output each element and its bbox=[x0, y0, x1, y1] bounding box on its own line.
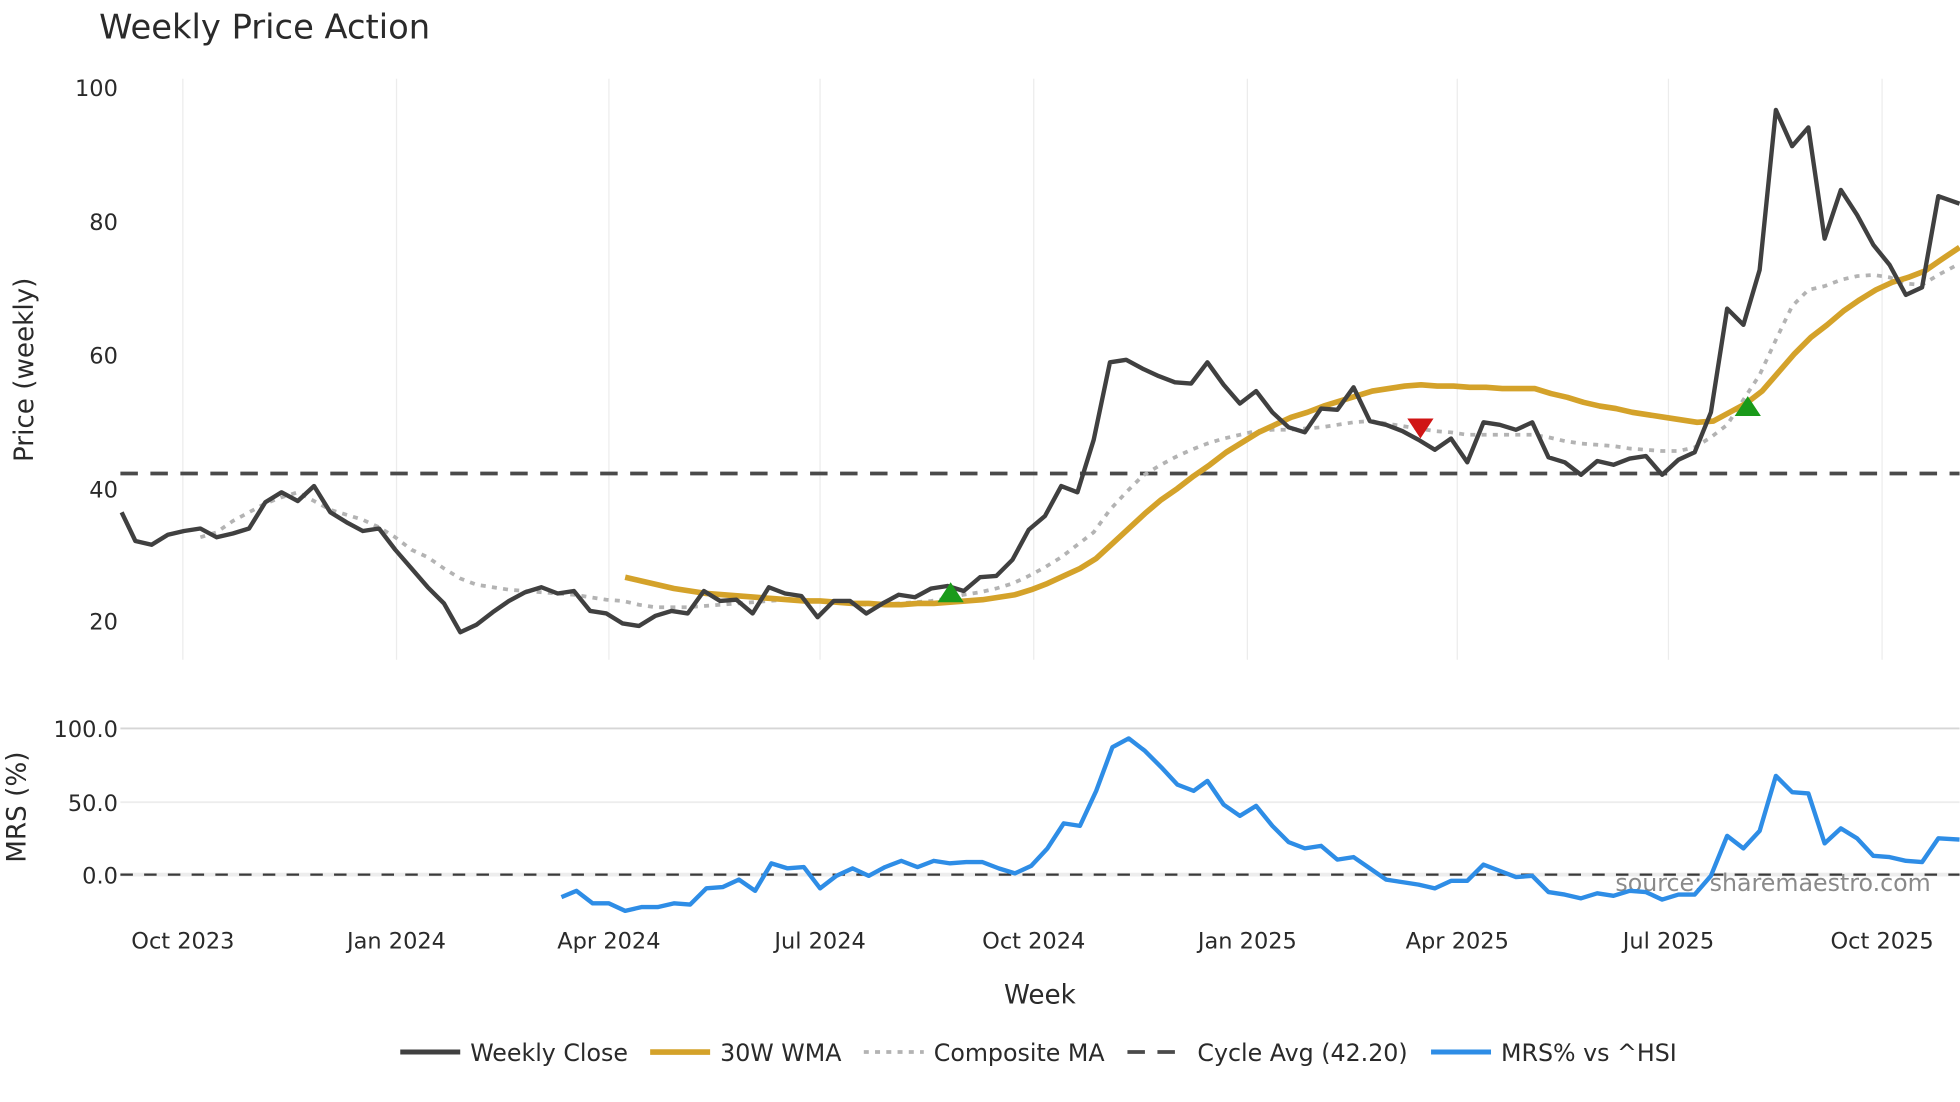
price-y-axis-label: Price (weekly) bbox=[10, 278, 40, 462]
mrs-tick-50: 50.0 bbox=[68, 791, 118, 817]
legend-label: 30W WMA bbox=[720, 1039, 842, 1067]
legend-label: MRS% vs ^HSI bbox=[1501, 1039, 1677, 1067]
price-tick-60: 60 bbox=[89, 344, 118, 370]
x-tick: Apr 2024 bbox=[557, 928, 660, 954]
price-tick-20: 20 bbox=[89, 610, 118, 636]
buy-signal-marker bbox=[1734, 396, 1761, 417]
legend-item-cycle-avg[interactable]: Cycle Avg (42.20) bbox=[1127, 1039, 1408, 1067]
legend-item-composite-ma[interactable]: Composite MA bbox=[863, 1039, 1106, 1067]
price-tick-80: 80 bbox=[89, 210, 118, 236]
x-axis-label: Week bbox=[1004, 980, 1077, 1010]
weekly-close-line bbox=[119, 107, 1960, 635]
mrs-tick-100: 100.0 bbox=[54, 717, 118, 743]
x-tick: Jan 2024 bbox=[345, 928, 446, 954]
legend-item-mrs[interactable]: MRS% vs ^HSI bbox=[1431, 1039, 1677, 1067]
x-tick: Oct 2024 bbox=[982, 928, 1085, 954]
x-axis-ticks: Oct 2023 Jan 2024 Apr 2024 Jul 2024 Oct … bbox=[131, 928, 1933, 954]
mrs-tick-0: 0.0 bbox=[82, 863, 118, 889]
x-tick: Oct 2023 bbox=[131, 928, 234, 954]
mrs-gridlines bbox=[120, 727, 1960, 877]
legend-item-30w-wma[interactable]: 30W WMA bbox=[650, 1039, 842, 1067]
composite-ma-line bbox=[199, 261, 1960, 610]
legend-label: Composite MA bbox=[934, 1039, 1106, 1067]
x-tick: Jul 2024 bbox=[772, 928, 865, 954]
chart-title: Weekly Price Action bbox=[99, 8, 430, 47]
mrs-y-ticks: 100.0 50.0 0.0 bbox=[54, 717, 118, 889]
buy-signal-marker bbox=[937, 582, 964, 603]
mrs-y-axis-label: MRS (%) bbox=[2, 752, 32, 863]
sell-signal-marker bbox=[1407, 418, 1434, 439]
price-tick-100: 100 bbox=[75, 76, 118, 102]
mrs-line bbox=[560, 736, 1960, 914]
legend-label: Weekly Close bbox=[470, 1039, 628, 1067]
legend-label: Cycle Avg (42.20) bbox=[1197, 1039, 1407, 1067]
wma-30w-line bbox=[624, 245, 1960, 608]
x-tick: Jan 2025 bbox=[1196, 928, 1297, 954]
x-tick: Apr 2025 bbox=[1406, 928, 1509, 954]
price-vertical-gridlines bbox=[182, 78, 1883, 660]
source-watermark: source: sharemaestro.com bbox=[1615, 869, 1930, 897]
legend-item-weekly-close[interactable]: Weekly Close bbox=[400, 1039, 628, 1067]
price-tick-40: 40 bbox=[89, 477, 118, 503]
legend: Weekly Close 30W WMA Composite MA Cycle … bbox=[400, 1039, 1677, 1067]
price-y-ticks: 100 80 60 40 20 bbox=[75, 76, 118, 636]
x-tick: Jul 2025 bbox=[1621, 928, 1714, 954]
x-tick: Oct 2025 bbox=[1830, 928, 1933, 954]
